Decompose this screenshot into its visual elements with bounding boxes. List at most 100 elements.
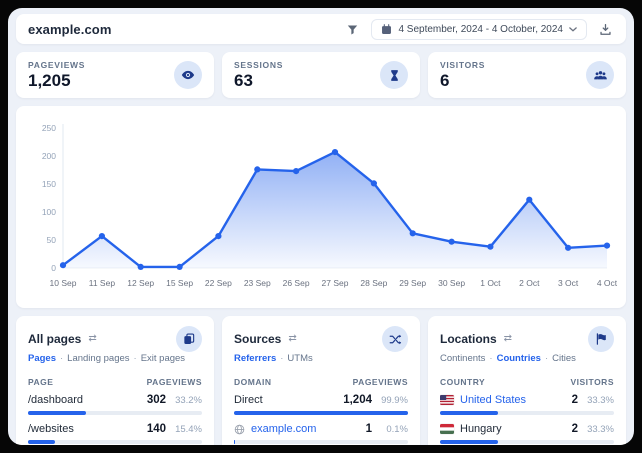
stat-label: PAGEVIEWS	[28, 59, 86, 70]
eye-icon	[174, 61, 202, 89]
svg-text:1 Oct: 1 Oct	[480, 278, 501, 288]
stat-value: 6	[440, 70, 450, 90]
stat-label: SESSIONS	[234, 59, 284, 70]
panel-sources: Sources ⇄ Referrers UTMs DOMAIN PAGEVIEW…	[222, 316, 420, 445]
row-percent: 99.9%	[381, 394, 408, 406]
svg-text:15 Sep: 15 Sep	[166, 278, 193, 288]
dashboard-frame: example.com 4 September, 2024 - 4 Octobe…	[8, 8, 634, 445]
progress-bar	[440, 411, 498, 415]
svg-text:12 Sep: 12 Sep	[127, 278, 154, 288]
calendar-icon	[381, 23, 392, 35]
column-header-right: VISITORS	[570, 377, 614, 387]
expand-arrows-icon[interactable]: ⇄	[88, 333, 97, 344]
expand-arrows-icon[interactable]: ⇄	[503, 333, 513, 344]
row-percent: 33.3%	[587, 394, 614, 406]
column-header-left: PAGE	[28, 377, 54, 387]
tab-utms[interactable]: UTMs	[276, 353, 312, 364]
progress-bar	[234, 411, 408, 415]
row-value: 2	[571, 423, 578, 435]
stat-card-sessions: SESSIONS 63	[222, 52, 420, 98]
svg-text:27 Sep: 27 Sep	[322, 278, 349, 288]
panel-tabs: Continents Countries Cities	[440, 353, 614, 364]
top-bar-controls: 4 September, 2024 - 4 October, 2024	[344, 18, 614, 40]
table-row[interactable]: example.com 1 0.1%	[234, 423, 408, 444]
stats-row: PAGEVIEWS 1,205 SESSIONS 63 VISITORS 6	[16, 52, 626, 98]
svg-text:22 Sep: 22 Sep	[205, 278, 232, 288]
date-range-picker[interactable]: 4 September, 2024 - 4 October, 2024	[371, 18, 587, 40]
tab-landing-pages[interactable]: Landing pages	[56, 353, 129, 364]
row-percent: 33.2%	[175, 394, 202, 406]
column-header-left: DOMAIN	[234, 377, 272, 387]
column-header-right: PAGEVIEWS	[352, 377, 408, 387]
svg-text:3 Oct: 3 Oct	[558, 278, 579, 288]
filter-button[interactable]	[344, 21, 361, 38]
tab-pages[interactable]: Pages	[28, 353, 56, 364]
stat-label: VISITORS	[440, 59, 486, 70]
column-header-left: COUNTRY	[440, 377, 486, 387]
svg-text:200: 200	[42, 151, 56, 161]
stat-value: 1,205	[28, 70, 71, 90]
site-title: example.com	[28, 21, 112, 37]
progress-bar	[234, 440, 236, 444]
top-bar: example.com 4 September, 2024 - 4 Octobe…	[16, 14, 626, 44]
panel-tabs: Pages Landing pages Exit pages	[28, 353, 202, 364]
shuffle-icon	[382, 326, 408, 352]
download-icon	[599, 23, 612, 36]
pages-copy-icon	[176, 326, 202, 352]
panel-title: All pages	[28, 332, 82, 346]
svg-text:150: 150	[42, 179, 56, 189]
us-flag-icon	[440, 395, 454, 405]
hungary-flag-icon	[440, 424, 454, 434]
svg-text:10 Sep: 10 Sep	[50, 278, 77, 288]
source-name: Direct	[234, 394, 263, 406]
svg-text:26 Sep: 26 Sep	[283, 278, 310, 288]
export-button[interactable]	[597, 21, 614, 38]
expand-arrows-icon[interactable]: ⇄	[288, 333, 297, 344]
panel-title: Sources	[234, 332, 282, 346]
row-value: 1	[365, 423, 372, 435]
svg-text:250: 250	[42, 123, 56, 133]
svg-text:0: 0	[51, 263, 56, 273]
page-name: /dashboard	[28, 394, 84, 406]
row-value: 2	[571, 394, 578, 406]
table-row[interactable]: Direct 1,204 99.9%	[234, 394, 408, 415]
svg-text:30 Sep: 30 Sep	[438, 278, 465, 288]
filter-icon	[346, 23, 359, 36]
stat-card-pageviews: PAGEVIEWS 1,205	[16, 52, 214, 98]
breakdown-panels: All pages ⇄ Pages Landing pages Exit pag…	[16, 316, 626, 445]
stat-value: 63	[234, 70, 253, 90]
table-row[interactable]: Hungary 2 33.3%	[440, 423, 614, 444]
panel-locations: Locations ⇄ Continents Countries Cities …	[428, 316, 626, 445]
tab-countries[interactable]: Countries	[485, 353, 541, 364]
table-row[interactable]: /dashboard 302 33.2%	[28, 394, 202, 415]
traffic-chart[interactable]: 0 50 100 150 200 250 10 Sep 11 Sep 12 Sep 15 Sep 2…	[16, 106, 626, 308]
row-percent: 33.3%	[587, 423, 614, 435]
flag-icon	[588, 326, 614, 352]
tab-continents[interactable]: Continents	[440, 353, 486, 364]
row-value: 1,204	[343, 394, 372, 406]
panel-tabs: Referrers UTMs	[234, 353, 408, 364]
table-row[interactable]: /websites 140 15.4%	[28, 423, 202, 444]
svg-text:2 Oct: 2 Oct	[519, 278, 540, 288]
panel-all-pages: All pages ⇄ Pages Landing pages Exit pag…	[16, 316, 214, 445]
tab-referrers[interactable]: Referrers	[234, 353, 277, 364]
tab-cities[interactable]: Cities	[541, 353, 576, 364]
row-percent: 15.4%	[175, 423, 202, 435]
row-value: 302	[146, 394, 166, 406]
progress-bar	[28, 411, 86, 415]
country-name[interactable]: Hungary	[460, 423, 502, 435]
date-range-label: 4 September, 2024 - 4 October, 2024	[398, 23, 563, 35]
svg-text:100: 100	[42, 207, 56, 217]
svg-text:4 Oct: 4 Oct	[597, 278, 618, 288]
tab-exit-pages[interactable]: Exit pages	[130, 353, 185, 364]
svg-text:11 Sep: 11 Sep	[89, 278, 116, 288]
column-header-right: PAGEVIEWS	[146, 377, 202, 387]
table-row[interactable]: United States 2 33.3%	[440, 394, 614, 415]
page-name: /websites	[28, 423, 74, 435]
country-name[interactable]: United States	[460, 394, 527, 406]
users-icon	[586, 61, 614, 89]
row-value: 140	[146, 423, 166, 435]
hourglass-icon	[380, 61, 408, 89]
source-name[interactable]: example.com	[251, 423, 317, 435]
row-percent: 0.1%	[386, 423, 408, 435]
